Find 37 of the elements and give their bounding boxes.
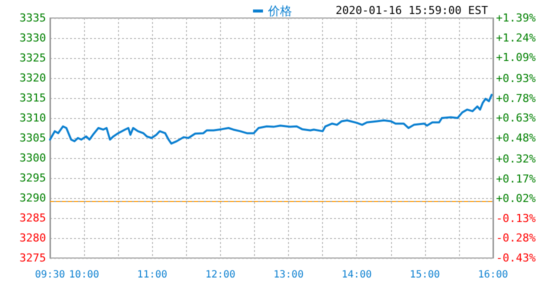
y2-tick-label: -0.13% — [496, 212, 536, 225]
y-tick-label: 3305 — [20, 132, 46, 144]
x-tick-label: 15:00 — [410, 270, 440, 280]
y2-tick-label: +1.09% — [496, 51, 536, 64]
y2-tick-label: +0.02% — [496, 192, 536, 206]
y2-tick-label: -0.28% — [496, 232, 536, 245]
y-tick-label: 3300 — [20, 152, 46, 164]
y2-tick-label: -0.43% — [496, 252, 536, 264]
x-tick-label: 10:00 — [69, 270, 100, 280]
legend-label: 价格 — [267, 4, 292, 18]
y2-tick-label: +0.17% — [496, 172, 536, 186]
x-tick-label: 12:00 — [205, 270, 236, 280]
y-tick-label: 3335 — [20, 12, 46, 24]
x-tick-label: 09:30 — [34, 270, 66, 280]
y-tick-label: 3275 — [20, 252, 46, 264]
y-tick-label: 3330 — [20, 32, 46, 44]
y-tick-label: 3310 — [20, 112, 46, 124]
chart-subtitle: 2020-01-16 15:59:00 EST — [336, 4, 488, 17]
y2-tick-label: +0.32% — [496, 152, 536, 166]
y-tick-label: 3285 — [20, 212, 46, 224]
line-series — [49, 94, 493, 145]
x-tick-label: 14:00 — [342, 270, 372, 280]
y2-tick-label: +0.93% — [496, 72, 536, 86]
y-tick-label: 3280 — [20, 232, 46, 244]
x-tick-label: 13:00 — [273, 270, 304, 280]
y2-tick-label: +0.63% — [496, 112, 536, 125]
y-tick-label: 3320 — [20, 72, 46, 84]
x-tick-label: 16:00 — [478, 270, 508, 280]
y-tick-label: 3295 — [20, 172, 46, 184]
y2-tick-label: +0.48% — [496, 132, 536, 144]
y2-tick-label: +0.78% — [496, 92, 536, 105]
y2-tick-label: +1.24% — [496, 31, 536, 44]
y-tick-label: 3325 — [20, 52, 46, 64]
y2-tick-label: +1.39% — [496, 12, 536, 24]
y-tick-label: 3290 — [20, 192, 46, 204]
y-tick-label: 3315 — [20, 92, 46, 104]
x-tick-label: 11:00 — [137, 270, 168, 280]
